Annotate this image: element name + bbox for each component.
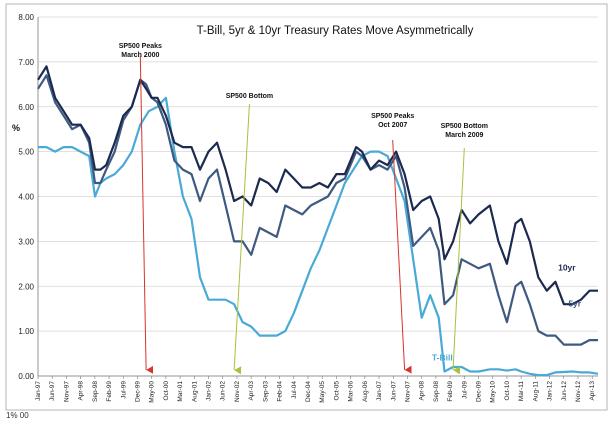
- x-tick-label: Jun-07: [390, 381, 397, 401]
- x-tick-label: Oct-05: [333, 381, 340, 401]
- plot-frame: [5, 3, 608, 411]
- annotation-sp500-bottom-2002: SP500 Bottom: [226, 93, 273, 375]
- x-tick-label: Mar-06: [348, 381, 355, 402]
- annotation-label: Oct 2007: [378, 122, 407, 129]
- annotation-arrow: [139, 55, 154, 374]
- x-tick-label: May-05: [319, 381, 326, 403]
- y-axis-label: %: [12, 123, 20, 133]
- y-tick-label: 5.00: [18, 148, 34, 157]
- series-line-t-bill: [38, 96, 599, 377]
- series-label-5yr: 5yr: [568, 298, 581, 308]
- annotation-label: March 2009: [445, 132, 483, 139]
- gridlines: [37, 16, 598, 377]
- x-tick-label: Mar-01: [177, 381, 184, 402]
- y-tick-label: 7.00: [18, 58, 34, 67]
- y-axis-ticks: 0.00 1.00 2.00 3.00 4.00 5.00 6.00 7.00 8.00: [18, 13, 34, 381]
- x-tick-label: Apr-03: [248, 381, 255, 401]
- annotation-label: SP500 Bottom: [441, 123, 488, 130]
- x-tick-label: Mar-11: [518, 381, 525, 401]
- x-tick-label: Aug-01: [191, 381, 198, 402]
- annotation-sp500-peak-2000: SP500 Peaks March 2000: [119, 43, 162, 374]
- footer-text: 1% 00: [6, 411, 29, 420]
- series-label-t-bill: T-Bill: [432, 352, 453, 362]
- series-lines: [37, 65, 599, 377]
- x-tick-label: Apr-98: [78, 381, 85, 401]
- x-tick-label: Oct-10: [504, 381, 511, 401]
- y-tick-label: 6.00: [18, 103, 34, 112]
- x-tick-label: Sep-08: [433, 381, 440, 402]
- annotation-arrow: [233, 103, 250, 375]
- x-tick-label: Nov-97: [63, 381, 70, 402]
- x-tick-label: Dec-09: [476, 381, 483, 402]
- x-tick-label: Feb-09: [447, 381, 454, 402]
- annotation-label: SP500 Peaks: [119, 43, 162, 50]
- x-tick-label: Jan-97: [35, 381, 42, 401]
- x-tick-label: Feb-99: [106, 381, 113, 402]
- annotation-arrow: [452, 147, 465, 375]
- y-tick-label: 8.00: [18, 13, 34, 22]
- x-tick-label: Feb-04: [277, 381, 284, 402]
- x-tick-label: Jul-04: [291, 381, 298, 399]
- y-tick-label: 2.00: [18, 282, 34, 291]
- x-tick-label: Apr-08: [419, 381, 426, 401]
- chart-title: T-Bill, 5yr & 10yr Treasury Rates Move A…: [197, 25, 474, 37]
- annotation-label: March 2000: [121, 52, 159, 59]
- y-tick-label: 4.00: [18, 193, 34, 202]
- x-tick-label: Nov-07: [404, 381, 411, 402]
- x-tick-label: Nov-02: [234, 381, 241, 402]
- annotation-sp500-bottom-2009: SP500 Bottom March 2009: [441, 123, 488, 375]
- y-tick-label: 1.00: [18, 327, 34, 336]
- x-tick-label: Oct-00: [163, 381, 170, 401]
- x-tick-label: Dec-04: [305, 381, 312, 402]
- sp500-annotations: SP500 Peaks March 2000 SP500 Bottom SP500 P…: [119, 43, 488, 375]
- series-label-10yr: 10yr: [558, 263, 576, 273]
- x-tick-label: Jul-09: [461, 381, 468, 399]
- x-tick-label: Aug-11: [532, 381, 539, 402]
- x-tick-label: Jan-07: [376, 381, 383, 401]
- x-tick-label: Dec-99: [134, 381, 141, 402]
- annotation-label: SP500 Bottom: [226, 93, 273, 100]
- x-tick-label: May-10: [490, 381, 497, 403]
- annotation-sp500-peak-2007: SP500 Peaks Oct 2007: [371, 113, 414, 374]
- series-labels: 10yr 5yr T-Bill: [432, 263, 582, 363]
- annotation-label: SP500 Peaks: [371, 113, 414, 120]
- x-tick-label: Jun-97: [49, 381, 56, 401]
- x-tick-label: Sep-03: [262, 381, 269, 402]
- series-line-5yr: [37, 74, 598, 346]
- x-tick-label: Nov-12: [575, 381, 582, 402]
- x-tick-label: Apr-13: [589, 381, 596, 401]
- y-tick-label: 3.00: [18, 237, 34, 246]
- x-tick-label: Jan-02: [206, 381, 213, 401]
- x-tick-label: Jan-12: [547, 381, 554, 401]
- series-line-10yr: [37, 65, 598, 306]
- y-tick-label: 0.00: [18, 372, 34, 381]
- annotation-arrow: [392, 139, 412, 374]
- x-tick-label: Sep-98: [92, 381, 99, 402]
- x-tick-label: Jul-99: [120, 381, 127, 399]
- x-tick-label: Jun-02: [220, 381, 227, 401]
- x-tick-label: Jun-12: [561, 381, 568, 401]
- x-axis-ticks: Jan-97 Jun-97 Nov-97 Apr-98 Sep-98 Feb-99 Jul-…: [35, 376, 596, 403]
- x-tick-label: May-00: [149, 381, 156, 403]
- x-tick-label: Aug-06: [362, 381, 369, 402]
